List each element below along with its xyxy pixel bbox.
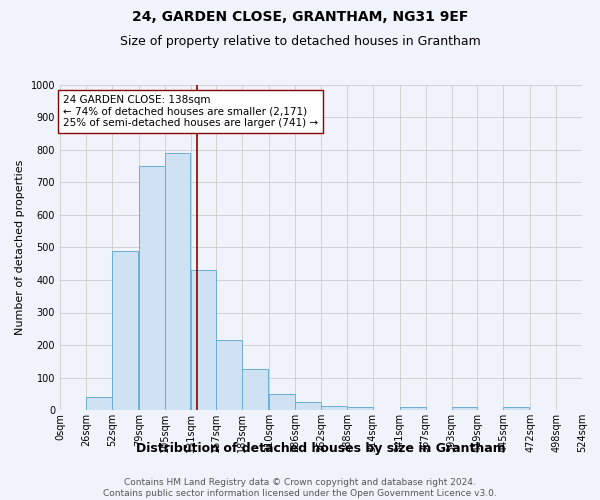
Text: Size of property relative to detached houses in Grantham: Size of property relative to detached ho… (119, 35, 481, 48)
Bar (269, 394, 295, 410)
Y-axis label: Number of detached properties: Number of detached properties (15, 160, 25, 335)
Bar (217, 340, 242, 410)
Bar (503, 408, 529, 410)
Text: 24 GARDEN CLOSE: 138sqm
← 74% of detached houses are smaller (2,171)
25% of semi: 24 GARDEN CLOSE: 138sqm ← 74% of detache… (63, 94, 318, 128)
Bar (242, 370, 268, 410)
Text: Contains HM Land Registry data © Crown copyright and database right 2024.
Contai: Contains HM Land Registry data © Crown c… (103, 478, 497, 498)
Bar (86, 397, 112, 410)
Bar (295, 402, 321, 410)
Bar (164, 153, 190, 410)
Bar (452, 407, 478, 410)
Bar (191, 270, 217, 410)
Text: Distribution of detached houses by size in Grantham: Distribution of detached houses by size … (136, 442, 506, 455)
Text: 24, GARDEN CLOSE, GRANTHAM, NG31 9EF: 24, GARDEN CLOSE, GRANTHAM, NG31 9EF (132, 10, 468, 24)
Bar (347, 407, 373, 410)
Bar (321, 406, 347, 410)
Bar (139, 166, 164, 410)
Bar (112, 250, 138, 410)
Bar (400, 407, 425, 410)
